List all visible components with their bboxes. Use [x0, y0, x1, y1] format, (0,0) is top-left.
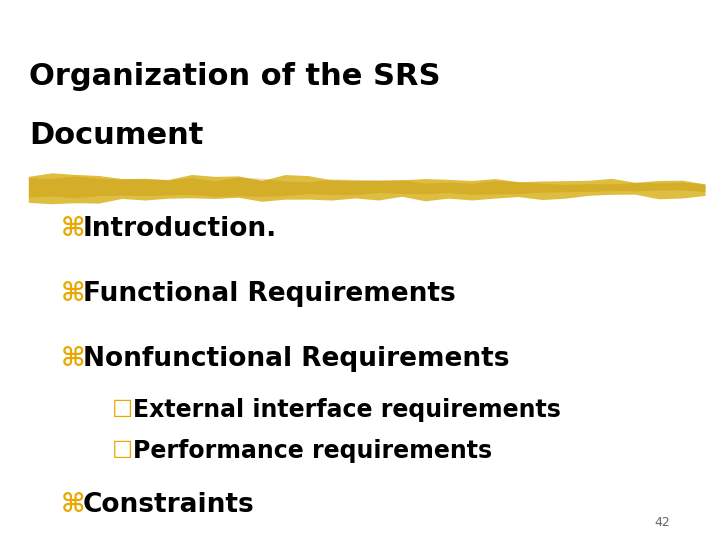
Text: External interface requirements: External interface requirements — [133, 399, 561, 422]
Text: 42: 42 — [654, 516, 670, 529]
Text: Performance requirements: Performance requirements — [133, 439, 492, 463]
Polygon shape — [29, 177, 706, 198]
Text: ⌘: ⌘ — [61, 492, 86, 518]
Polygon shape — [29, 173, 706, 204]
Text: Organization of the SRS: Organization of the SRS — [29, 62, 441, 91]
Text: Constraints: Constraints — [83, 492, 255, 518]
Text: Document: Document — [29, 122, 203, 151]
Text: ⌘: ⌘ — [61, 217, 86, 242]
Text: ☐: ☐ — [112, 439, 132, 463]
Text: Nonfunctional Requirements: Nonfunctional Requirements — [83, 346, 509, 372]
Text: ⌘: ⌘ — [61, 346, 86, 372]
Text: Introduction.: Introduction. — [83, 217, 277, 242]
Text: ☐: ☐ — [112, 399, 132, 422]
Text: ⌘: ⌘ — [61, 281, 86, 307]
Text: Functional Requirements: Functional Requirements — [83, 281, 456, 307]
